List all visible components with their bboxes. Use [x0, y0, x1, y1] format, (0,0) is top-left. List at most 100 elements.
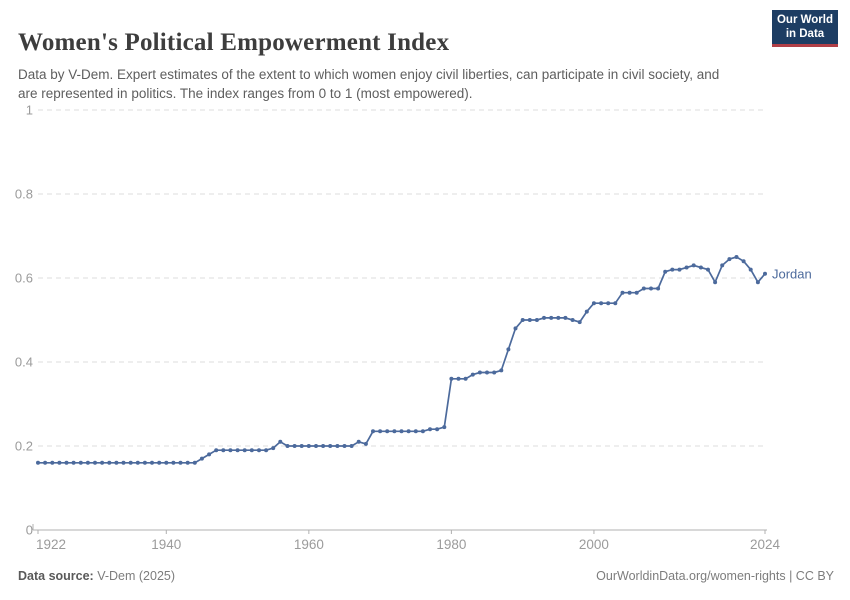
data-point-jordan-2009[interactable]: [656, 286, 661, 291]
data-point-jordan-1943[interactable]: [185, 460, 190, 465]
data-point-jordan-1980[interactable]: [449, 376, 454, 381]
data-point-jordan-2003[interactable]: [613, 301, 618, 306]
data-point-jordan-1927[interactable]: [71, 460, 76, 465]
data-point-jordan-1952[interactable]: [249, 448, 254, 453]
data-point-jordan-1996[interactable]: [563, 315, 568, 320]
data-point-jordan-2000[interactable]: [591, 301, 596, 306]
data-point-jordan-2017[interactable]: [713, 280, 718, 285]
data-point-jordan-1969[interactable]: [371, 429, 375, 434]
data-point-jordan-2006[interactable]: [634, 290, 639, 295]
data-point-jordan-1950[interactable]: [235, 448, 240, 453]
data-point-jordan-2002[interactable]: [606, 301, 611, 306]
data-point-jordan-1974[interactable]: [406, 429, 411, 434]
data-point-jordan-2024[interactable]: [763, 271, 767, 276]
data-point-jordan-1975[interactable]: [413, 429, 418, 434]
data-point-jordan-1994[interactable]: [549, 315, 554, 320]
data-point-jordan-1935[interactable]: [128, 460, 133, 465]
data-point-jordan-1972[interactable]: [392, 429, 397, 434]
data-point-jordan-1955[interactable]: [271, 446, 276, 451]
data-point-jordan-1990[interactable]: [520, 318, 525, 322]
data-point-jordan-1995[interactable]: [556, 315, 561, 320]
data-point-jordan-1978[interactable]: [435, 427, 440, 432]
data-point-jordan-1982[interactable]: [463, 376, 468, 381]
data-point-jordan-1922[interactable]: [36, 460, 40, 465]
data-point-jordan-1986[interactable]: [492, 370, 497, 375]
series-end-label-jordan[interactable]: Jordan: [772, 266, 812, 281]
data-point-jordan-2004[interactable]: [620, 290, 625, 295]
data-point-jordan-1959[interactable]: [299, 444, 304, 448]
data-point-jordan-1924[interactable]: [50, 460, 55, 465]
data-point-jordan-1957[interactable]: [285, 444, 290, 448]
data-point-jordan-1954[interactable]: [264, 448, 269, 453]
data-point-jordan-1973[interactable]: [399, 429, 404, 434]
data-point-jordan-1944[interactable]: [192, 460, 197, 465]
data-point-jordan-2018[interactable]: [720, 263, 725, 268]
data-point-jordan-1979[interactable]: [442, 425, 447, 430]
data-point-jordan-1946[interactable]: [207, 452, 212, 457]
data-point-jordan-1947[interactable]: [214, 448, 219, 453]
data-point-jordan-1945[interactable]: [199, 456, 204, 461]
data-point-jordan-1958[interactable]: [292, 444, 297, 448]
data-point-jordan-1939[interactable]: [157, 460, 162, 465]
data-point-jordan-1966[interactable]: [349, 444, 354, 448]
data-point-jordan-2014[interactable]: [691, 263, 696, 268]
data-point-jordan-2007[interactable]: [641, 286, 646, 291]
data-point-jordan-1925[interactable]: [57, 460, 62, 465]
data-point-jordan-2020[interactable]: [734, 255, 739, 259]
data-point-jordan-1953[interactable]: [257, 448, 261, 453]
data-point-jordan-1988[interactable]: [506, 347, 511, 352]
data-point-jordan-1970[interactable]: [378, 429, 383, 434]
data-point-jordan-2011[interactable]: [670, 267, 675, 272]
data-point-jordan-1948[interactable]: [221, 448, 226, 453]
data-point-jordan-1960[interactable]: [306, 444, 311, 448]
data-point-jordan-1951[interactable]: [242, 448, 247, 453]
data-point-jordan-2001[interactable]: [599, 301, 604, 306]
data-point-jordan-1940[interactable]: [164, 460, 169, 465]
data-point-jordan-1999[interactable]: [584, 309, 589, 314]
data-point-jordan-1989[interactable]: [513, 326, 518, 331]
data-point-jordan-2008[interactable]: [649, 286, 653, 291]
data-point-jordan-1956[interactable]: [278, 439, 283, 444]
data-point-jordan-1931[interactable]: [100, 460, 105, 465]
data-point-jordan-1926[interactable]: [64, 460, 69, 465]
owid-citation-link[interactable]: OurWorldinData.org/women-rights | CC BY: [596, 569, 834, 583]
data-point-jordan-1941[interactable]: [171, 460, 176, 465]
data-point-jordan-1984[interactable]: [477, 370, 482, 375]
data-point-jordan-1993[interactable]: [542, 315, 546, 320]
data-point-jordan-2021[interactable]: [741, 259, 746, 264]
data-point-jordan-2023[interactable]: [755, 280, 760, 285]
data-point-jordan-1983[interactable]: [470, 372, 475, 377]
data-point-jordan-1991[interactable]: [527, 318, 532, 322]
data-point-jordan-1967[interactable]: [356, 439, 361, 444]
data-point-jordan-1929[interactable]: [85, 460, 90, 465]
data-point-jordan-1977[interactable]: [428, 427, 432, 432]
data-point-jordan-2016[interactable]: [706, 267, 710, 272]
data-point-jordan-1934[interactable]: [121, 460, 126, 465]
data-point-jordan-1992[interactable]: [534, 318, 539, 322]
data-point-jordan-1930[interactable]: [93, 460, 97, 465]
data-point-jordan-1976[interactable]: [420, 429, 425, 434]
data-point-jordan-1987[interactable]: [499, 368, 504, 373]
data-point-jordan-1936[interactable]: [135, 460, 140, 465]
data-point-jordan-1965[interactable]: [342, 444, 347, 448]
data-point-jordan-1942[interactable]: [178, 460, 183, 465]
data-point-jordan-2010[interactable]: [663, 269, 668, 274]
data-point-jordan-1964[interactable]: [335, 444, 340, 448]
data-point-jordan-1937[interactable]: [142, 460, 147, 465]
data-point-jordan-1981[interactable]: [456, 376, 461, 381]
data-point-jordan-2013[interactable]: [684, 265, 689, 270]
data-point-jordan-1997[interactable]: [570, 318, 575, 322]
data-point-jordan-1963[interactable]: [328, 444, 333, 448]
data-point-jordan-2015[interactable]: [698, 265, 703, 270]
data-point-jordan-1923[interactable]: [43, 460, 48, 465]
data-point-jordan-2012[interactable]: [677, 267, 682, 272]
owid-logo[interactable]: Our World in Data: [772, 10, 838, 47]
data-point-jordan-1928[interactable]: [78, 460, 83, 465]
data-point-jordan-1932[interactable]: [107, 460, 112, 465]
data-point-jordan-1949[interactable]: [228, 448, 233, 453]
data-point-jordan-1938[interactable]: [150, 460, 154, 465]
data-point-jordan-1971[interactable]: [385, 429, 390, 434]
data-point-jordan-2019[interactable]: [727, 257, 732, 262]
data-point-jordan-2022[interactable]: [748, 267, 753, 272]
data-point-jordan-2005[interactable]: [627, 290, 632, 295]
